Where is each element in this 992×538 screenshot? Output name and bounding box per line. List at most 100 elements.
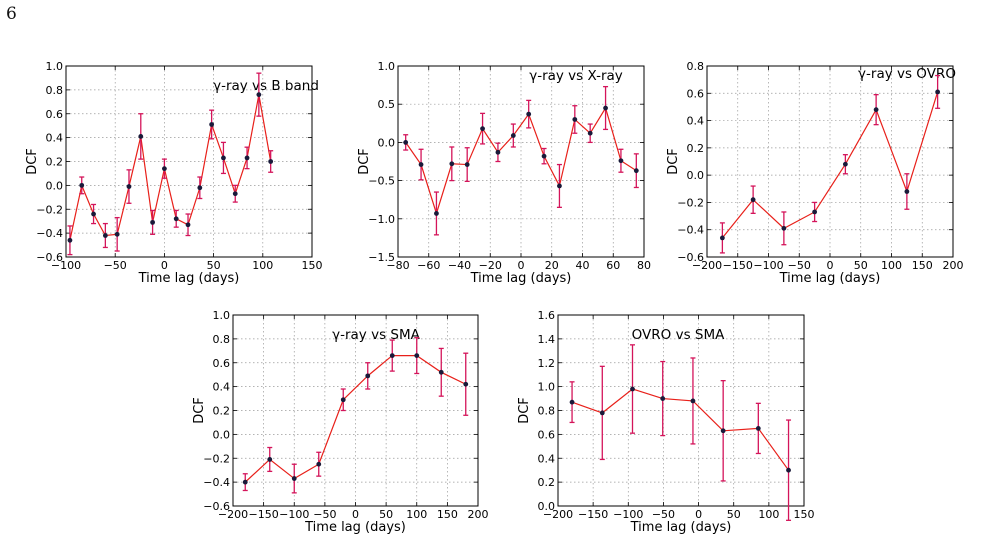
y-tick-label: −1.0 bbox=[368, 213, 395, 226]
data-point bbox=[633, 168, 639, 174]
data-point bbox=[114, 231, 120, 237]
y-tick-label: 0.8 bbox=[213, 333, 231, 346]
data-point bbox=[434, 211, 439, 216]
data-point bbox=[569, 399, 575, 405]
x-axis-label: Time lag (days) bbox=[470, 271, 572, 286]
data-point bbox=[221, 155, 226, 161]
plot-frame bbox=[65, 65, 313, 258]
x-tick-label: −100 bbox=[613, 508, 643, 521]
y-tick-label: −0.4 bbox=[36, 227, 63, 240]
x-tick-label: −40 bbox=[448, 259, 471, 272]
data-point bbox=[418, 162, 424, 167]
data-point bbox=[268, 159, 274, 164]
chart-gamma-vs-sma: −200 −150 −100 −50 0 50 100 150 200 −0.6 −0.4 −0.2 0… bbox=[192, 309, 489, 535]
page-number: 6 bbox=[6, 4, 17, 24]
data-point bbox=[541, 153, 547, 159]
y-tick-label: 0.0 bbox=[213, 428, 231, 441]
y-tick-label: 0.0 bbox=[538, 500, 556, 513]
y-tick-label: 1.2 bbox=[538, 357, 556, 370]
data-point bbox=[449, 161, 455, 167]
y-tick-label: 0.2 bbox=[538, 476, 556, 489]
series-line bbox=[571, 388, 790, 471]
y-tick-label: 0.6 bbox=[687, 87, 705, 100]
data-point bbox=[660, 396, 666, 401]
data-point bbox=[510, 133, 516, 138]
x-tick-label: −200 bbox=[218, 508, 248, 521]
y-tick-label: 0.4 bbox=[46, 132, 64, 145]
series-line bbox=[244, 354, 467, 483]
x-tick-label: −20 bbox=[479, 259, 502, 272]
y-axis-label: DCF bbox=[357, 148, 372, 175]
data-point bbox=[79, 182, 85, 188]
x-tick-label: 20 bbox=[545, 259, 559, 272]
chart-gamma-vs-b-band: −100 −50 0 50 100 150 −0.6 −0.4 −0.2 0.0 0.2 0.4 0.6… bbox=[25, 60, 323, 286]
x-tick-label: −100 bbox=[753, 259, 783, 272]
chart-title: γ-ray vs SMA bbox=[332, 327, 420, 343]
data-point bbox=[438, 369, 444, 375]
x-tick-label: 0 bbox=[827, 259, 834, 272]
x-tick-label: 50 bbox=[727, 508, 741, 521]
data-point bbox=[162, 166, 167, 172]
data-point bbox=[138, 134, 144, 139]
data-point bbox=[185, 222, 191, 228]
data-point bbox=[842, 161, 848, 167]
data-point bbox=[812, 209, 818, 215]
data-point bbox=[316, 461, 322, 467]
data-point bbox=[291, 476, 297, 481]
y-tick-label: 0.0 bbox=[46, 179, 64, 192]
x-tick-label: 80 bbox=[637, 259, 651, 272]
y-tick-label: 1.0 bbox=[213, 309, 231, 322]
series-line bbox=[69, 94, 272, 241]
y-tick-label: 0.5 bbox=[378, 98, 396, 111]
x-tick-label: 50 bbox=[854, 259, 868, 272]
x-tick-label: 150 bbox=[302, 259, 323, 272]
data-point bbox=[781, 225, 787, 231]
x-tick-label: 100 bbox=[881, 259, 902, 272]
y-tick-label: 0.6 bbox=[538, 428, 556, 441]
x-tick-label: −100 bbox=[51, 259, 81, 272]
data-point bbox=[365, 373, 371, 379]
y-tick-label: 0.4 bbox=[538, 452, 556, 465]
chart-title: γ-ray vs X-ray bbox=[529, 68, 623, 84]
y-tick-label: −0.2 bbox=[36, 203, 63, 216]
x-tick-label: 100 bbox=[406, 508, 427, 521]
x-tick-label: −60 bbox=[417, 259, 440, 272]
y-tick-label: −0.2 bbox=[677, 196, 704, 209]
x-tick-label: −50 bbox=[313, 508, 336, 521]
x-tick-label: 0 bbox=[518, 259, 525, 272]
x-tick-label: −100 bbox=[279, 508, 309, 521]
series-line bbox=[721, 91, 939, 239]
x-tick-label: −150 bbox=[723, 259, 753, 272]
data-point bbox=[463, 381, 469, 387]
plot-frame bbox=[706, 65, 954, 258]
data-point bbox=[526, 111, 532, 117]
y-tick-label: −0.5 bbox=[368, 175, 395, 188]
x-axis-label: Time lag (days) bbox=[304, 520, 406, 535]
y-tick-label: −0.4 bbox=[677, 224, 704, 237]
plot-frame bbox=[232, 314, 479, 507]
data-point bbox=[480, 126, 485, 132]
y-tick-label: −0.6 bbox=[203, 500, 230, 513]
y-tick-label: −0.6 bbox=[677, 251, 704, 264]
data-point bbox=[389, 353, 395, 358]
y-axis-label: DCF bbox=[192, 397, 207, 424]
data-point bbox=[935, 89, 941, 95]
data-point bbox=[618, 158, 624, 164]
data-point bbox=[464, 162, 470, 167]
data-point bbox=[403, 140, 409, 145]
x-tick-label: 50 bbox=[379, 508, 393, 521]
x-tick-label: −50 bbox=[652, 508, 675, 521]
y-tick-label: −0.6 bbox=[36, 251, 63, 264]
y-tick-label: 0.0 bbox=[378, 136, 396, 149]
chart-title: γ-ray vs OVRO bbox=[858, 66, 956, 82]
x-tick-label: −200 bbox=[543, 508, 573, 521]
chart-ovro-vs-sma: −200 −150 −100 −50 0 50 100 150 0.0 0.2 0.4 0.6 0.8 1… bbox=[517, 309, 815, 535]
x-tick-label: −50 bbox=[788, 259, 811, 272]
x-tick-label: 100 bbox=[252, 259, 273, 272]
y-tick-label: 1.0 bbox=[538, 381, 556, 394]
data-point bbox=[603, 105, 608, 111]
x-tick-label: −80 bbox=[386, 259, 409, 272]
data-point bbox=[630, 386, 635, 392]
data-point bbox=[557, 183, 562, 189]
data-point bbox=[242, 479, 248, 485]
